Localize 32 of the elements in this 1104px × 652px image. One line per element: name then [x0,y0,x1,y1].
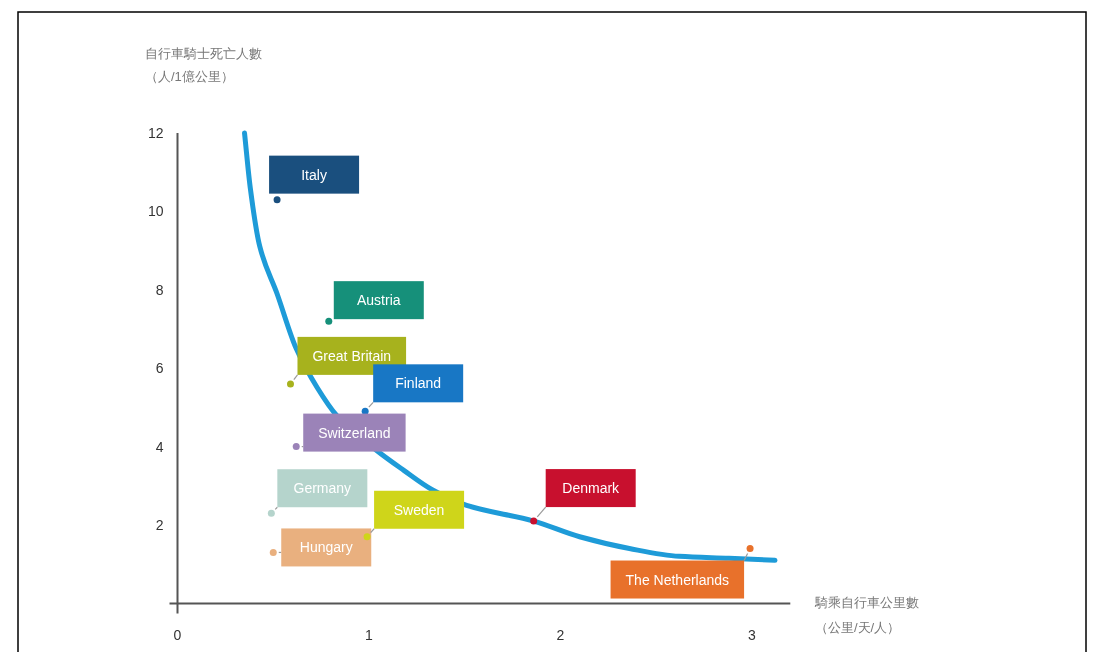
data-label: Sweden [393,501,445,518]
data-label: Austria [357,292,401,309]
y-tick-label: 2 [155,517,164,533]
point [292,443,300,451]
y-tick-label: 8 [155,281,164,298]
x-axis-title: 騎乘自行車公里數（公里/天/人） [814,595,919,635]
y-tick-label: 4 [155,438,164,455]
point [269,548,277,556]
point [363,533,371,541]
x-tick-label: 2 [556,627,565,644]
point [286,380,294,388]
data-label: Finland [395,375,442,392]
data-label: Denmark [562,480,621,497]
data-label: Germany [293,480,352,497]
y-axis-title: 自行車騎士死亡人數（人/1億公里） [145,46,262,84]
point [267,509,275,517]
point [746,545,754,553]
data-label: The Netherlands [625,571,730,588]
data-label: Italy [301,166,327,183]
y-tick-label: 10 [147,203,164,220]
x-tick-label: 0 [173,627,182,644]
point [361,407,369,415]
data-label: Hungary [299,539,353,556]
y-tick-label: 12 [147,125,164,141]
point [325,317,333,325]
point [530,517,538,525]
data-label: Switzerland [318,424,391,441]
y-tick-label: 6 [155,360,164,377]
x-tick-label: 1 [365,627,374,644]
x-tick-label: 3 [748,627,757,644]
point [273,196,281,204]
data-label: Great Britain [312,347,392,364]
